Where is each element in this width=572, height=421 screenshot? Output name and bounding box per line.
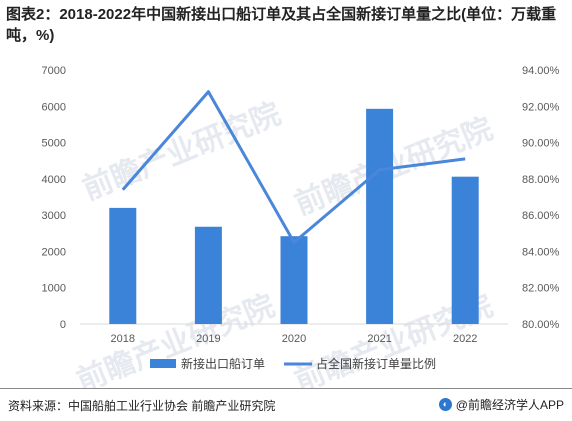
y-right-tick-label: 86.00%	[522, 210, 560, 222]
legend-label-bar: 新接出口船订单	[181, 356, 265, 371]
bar	[451, 176, 479, 324]
y-left-tick-label: 4000	[42, 174, 66, 186]
y-left-tick-label: 1000	[42, 283, 66, 295]
y-left-tick-label: 0	[60, 319, 66, 331]
y-right-tick-label: 80.00%	[522, 319, 560, 331]
y-right-tick-label: 94.00%	[522, 65, 560, 77]
y-left-tick-label: 5000	[42, 138, 66, 150]
y-right-tick-label: 90.00%	[522, 138, 560, 150]
chart-title: 图表2：2018-2022年中国新接出口船订单及其占全国新接订单量之比(单位：万…	[6, 6, 557, 44]
x-tick-label: 2018	[111, 333, 135, 345]
x-tick-label: 2021	[367, 333, 391, 345]
y-left-tick-label: 3000	[42, 210, 66, 222]
brand-mark: ◐ @前瞻经济学人APP	[438, 396, 564, 413]
bar	[366, 108, 394, 324]
x-tick-label: 2020	[282, 333, 306, 345]
x-tick-label: 2019	[196, 333, 220, 345]
watermark-text: 前瞻产业研究院	[72, 288, 279, 388]
y-left-tick-label: 6000	[42, 101, 66, 113]
footer: 资料来源：中国船舶工业行业协会 前瞻产业研究院 ◐ @前瞻经济学人APP	[0, 388, 572, 421]
watermark-text: 前瞻产业研究院	[78, 96, 285, 206]
logo-icon: ◐	[438, 398, 452, 411]
y-right-tick-label: 82.00%	[522, 283, 560, 295]
x-tick-label: 2022	[453, 333, 477, 345]
y-right-tick-label: 84.00%	[522, 246, 560, 258]
y-left-tick-label: 2000	[42, 246, 66, 258]
legend-swatch-bar	[150, 359, 176, 368]
y-right-tick-label: 92.00%	[522, 101, 560, 113]
bar	[109, 207, 137, 324]
y-left-tick-label: 7000	[42, 65, 66, 77]
source-note: 资料来源：中国船舶工业行业协会 前瞻产业研究院	[8, 399, 276, 413]
bar	[280, 236, 308, 324]
brand-label: @前瞻经济学人APP	[455, 398, 564, 412]
bar	[194, 226, 222, 324]
ratio-line	[121, 90, 466, 244]
legend-label-line: 占全国新接订单量比例	[316, 356, 436, 371]
y-right-tick-label: 88.00%	[522, 174, 560, 186]
